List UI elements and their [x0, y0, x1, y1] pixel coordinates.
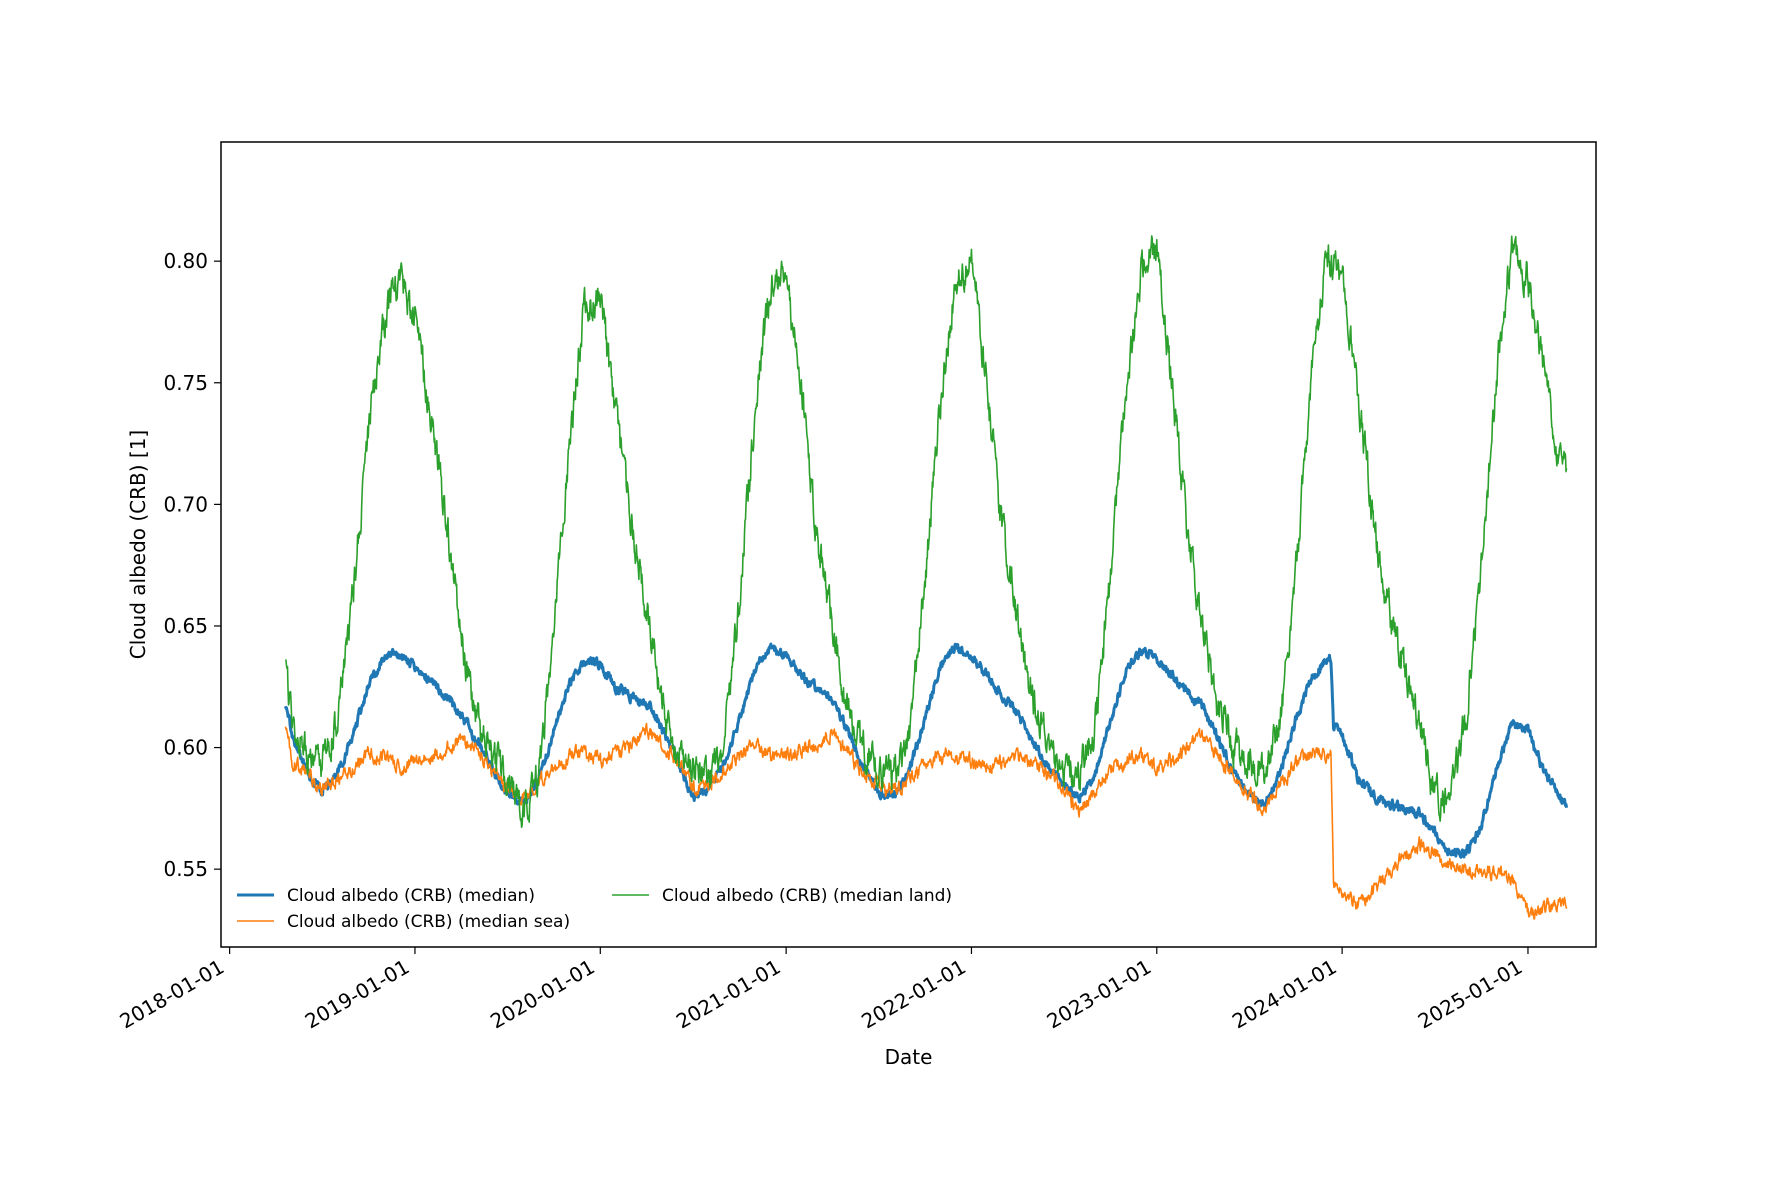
series-layer: [284, 235, 1569, 920]
y-tick-label: 0.75: [163, 371, 208, 395]
x-tick-label: 2023-01-01: [1043, 955, 1156, 1034]
x-axis-label: Date: [885, 1045, 933, 1069]
series-line-1: [284, 642, 1569, 859]
plot-frame: [220, 141, 1597, 948]
y-tick-label: 0.60: [163, 736, 208, 760]
legend-label: Cloud albedo (CRB) (median): [287, 886, 535, 906]
y-axis-label: Cloud albedo (CRB) [1]: [126, 430, 150, 659]
x-tick-label: 2020-01-01: [486, 955, 599, 1034]
x-tick-label: 2019-01-01: [301, 955, 414, 1034]
x-tick-label: 2024-01-01: [1228, 955, 1341, 1034]
x-tick-label: 2022-01-01: [857, 955, 970, 1034]
x-tick-label: 2025-01-01: [1414, 955, 1527, 1034]
y-tick-label: 0.70: [163, 492, 208, 516]
legend: Cloud albedo (CRB) (median) Cloud albedo …: [237, 886, 952, 932]
x-tick-label: 2021-01-01: [672, 955, 785, 1034]
x-axis: 2018-01-01 2019-01-01 2020-01-01 2021-01-01…: [115, 947, 1529, 1034]
y-tick-label: 0.55: [163, 857, 208, 881]
legend-label: Cloud albedo (CRB) (median sea): [287, 912, 570, 932]
series-line-2: [284, 722, 1568, 920]
y-axis: 0.55 0.60 0.65 0.70 0.75 0.80: [163, 249, 221, 881]
y-tick-label: 0.80: [163, 249, 208, 273]
series-line-3: [284, 235, 1568, 829]
legend-label: Cloud albedo (CRB) (median land): [662, 886, 952, 906]
y-tick-label: 0.65: [163, 614, 208, 638]
x-tick-label: 2018-01-01: [115, 955, 228, 1034]
